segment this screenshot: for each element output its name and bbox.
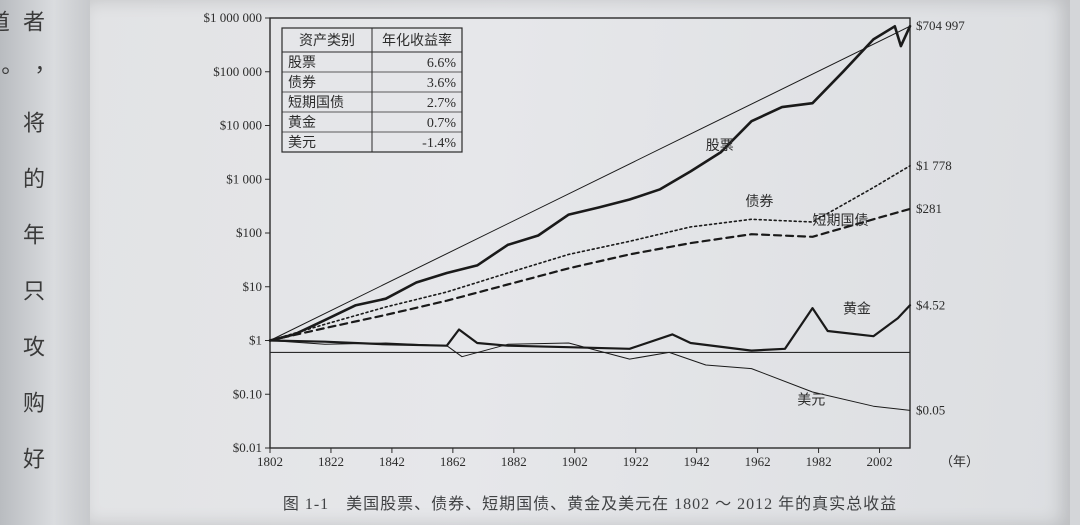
x-tick-label: 1822: [318, 454, 344, 469]
bonds-label: 债券: [745, 194, 773, 210]
legend-header-asset: 资产类别: [299, 33, 355, 49]
y-tick-label: $0.10: [233, 386, 262, 401]
y-tick-label: $0.01: [233, 440, 262, 455]
gold-label: 黄金: [843, 300, 871, 317]
legend-header-return: 年化收益率: [382, 32, 452, 49]
dollar-label: 美元: [797, 392, 825, 408]
legend-row-asset: 短期国债: [288, 95, 344, 111]
x-tick-label: 1982: [806, 454, 832, 469]
legend-row-asset: 黄金: [288, 114, 316, 131]
legend-row-asset: 债券: [288, 75, 316, 91]
legend-row-return: 6.6%: [427, 56, 457, 71]
y-tick-label: $100: [236, 225, 262, 240]
bills-end-value: $281: [916, 201, 942, 216]
legend-row-return: -1.4%: [422, 136, 456, 151]
x-tick-label: 1802: [257, 454, 283, 469]
x-tick-label: 1962: [745, 454, 771, 469]
book-page: $0.01 $0.10 $1 $10 $100 $1 000 $10 000 $100 000…: [90, 0, 1070, 525]
x-tick-label: 1862: [440, 454, 466, 469]
bonds-line: [270, 166, 910, 341]
y-tick-label: $10 000: [220, 118, 262, 133]
returns-chart: $0.01 $0.10 $1 $10 $100 $1 000 $10 000 $100 000…: [190, 8, 990, 478]
x-tick-label: 1942: [684, 454, 710, 469]
book-spine: 者 ， 将 的 年 只 攻 购 好 道 。: [0, 0, 90, 525]
gold-end-value: $4.52: [916, 297, 945, 312]
y-tick-label: $1 000 000: [204, 10, 263, 25]
legend-row-asset: 股票: [288, 56, 316, 71]
figure-caption: 图 1-1 美国股票、债券、短期国债、黄金及美元在 1802 ～ 2012 年的…: [140, 490, 1040, 514]
spine-text-fragment: 者 ， 将 的 年 只 攻 购 好 道 。: [20, 10, 50, 525]
dollar-end-value: $0.05: [916, 402, 945, 417]
y-tick-label: $1 000: [226, 171, 262, 186]
bonds-end-value: $1 778: [916, 158, 952, 173]
stocks-label: 股票: [706, 139, 734, 154]
y-tick-label: $1: [249, 333, 262, 348]
legend-row-return: 0.7%: [427, 116, 457, 131]
stocks-end-value: $704 997: [916, 18, 965, 33]
x-tick-label: 2002: [867, 454, 893, 469]
chart-svg: $0.01 $0.10 $1 $10 $100 $1 000 $10 000 $100 000…: [190, 8, 990, 478]
x-tick-label: 1842: [379, 454, 405, 469]
x-tick-label: 1902: [562, 454, 588, 469]
y-tick-label: $10: [243, 279, 263, 294]
x-axis-unit: （年）: [940, 454, 979, 469]
x-tick-label: 1882: [501, 454, 527, 469]
x-tick-label: 1922: [623, 454, 649, 469]
legend-row-asset: 美元: [288, 135, 316, 151]
legend-row-return: 2.7%: [427, 96, 457, 111]
y-tick-label: $100 000: [213, 64, 262, 79]
legend-row-return: 3.6%: [427, 76, 457, 91]
bills-label: 短期国债: [812, 213, 868, 229]
